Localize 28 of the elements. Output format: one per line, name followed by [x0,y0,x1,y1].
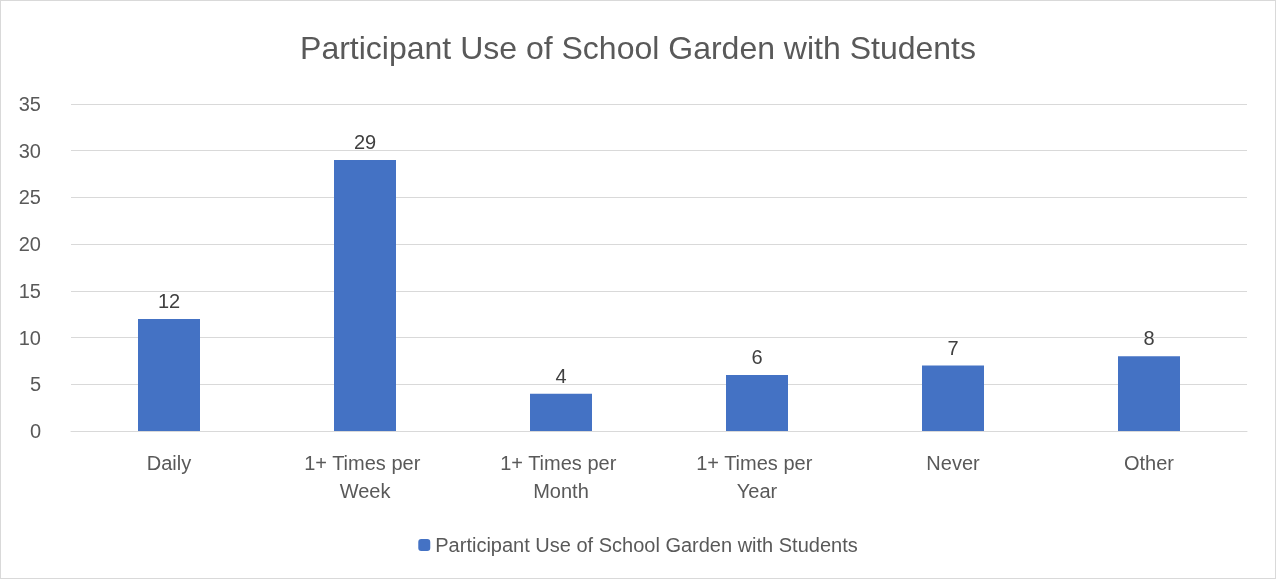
y-tick-label: 0 [29,420,41,442]
chart-title: Participant Use of School Garden with Students [300,30,976,66]
y-tick-label: 10 [18,326,41,349]
y-tick-label: 25 [18,186,41,209]
data-label: 4 [555,364,567,387]
bar [138,318,200,431]
bar [922,365,984,431]
x-tick-label: 1+ Times per Month [500,452,622,502]
x-tick-label: Never [926,452,981,474]
y-tick-label: 20 [18,233,41,256]
data-label: 12 [157,289,181,312]
x-tick-label: 1+ Times per Year [696,452,818,502]
x-tick-label: Other [1123,452,1175,474]
data-label: 29 [353,131,377,154]
bar [1118,356,1180,431]
bar [726,374,788,431]
y-tick-label: 15 [18,279,41,302]
x-tick-label: 1+ Times per Week [304,452,426,502]
y-tick-label: 30 [18,139,41,162]
data-label: 6 [751,345,763,368]
legend-label: Participant Use of School Garden with Students [435,534,858,556]
y-tick-label: 35 [18,93,41,115]
bar [334,160,396,431]
data-label: 7 [947,336,959,359]
y-tick-label: 5 [29,373,41,396]
bar [530,393,592,431]
data-label: 8 [1143,327,1155,350]
x-tick-label: Daily [146,452,192,474]
